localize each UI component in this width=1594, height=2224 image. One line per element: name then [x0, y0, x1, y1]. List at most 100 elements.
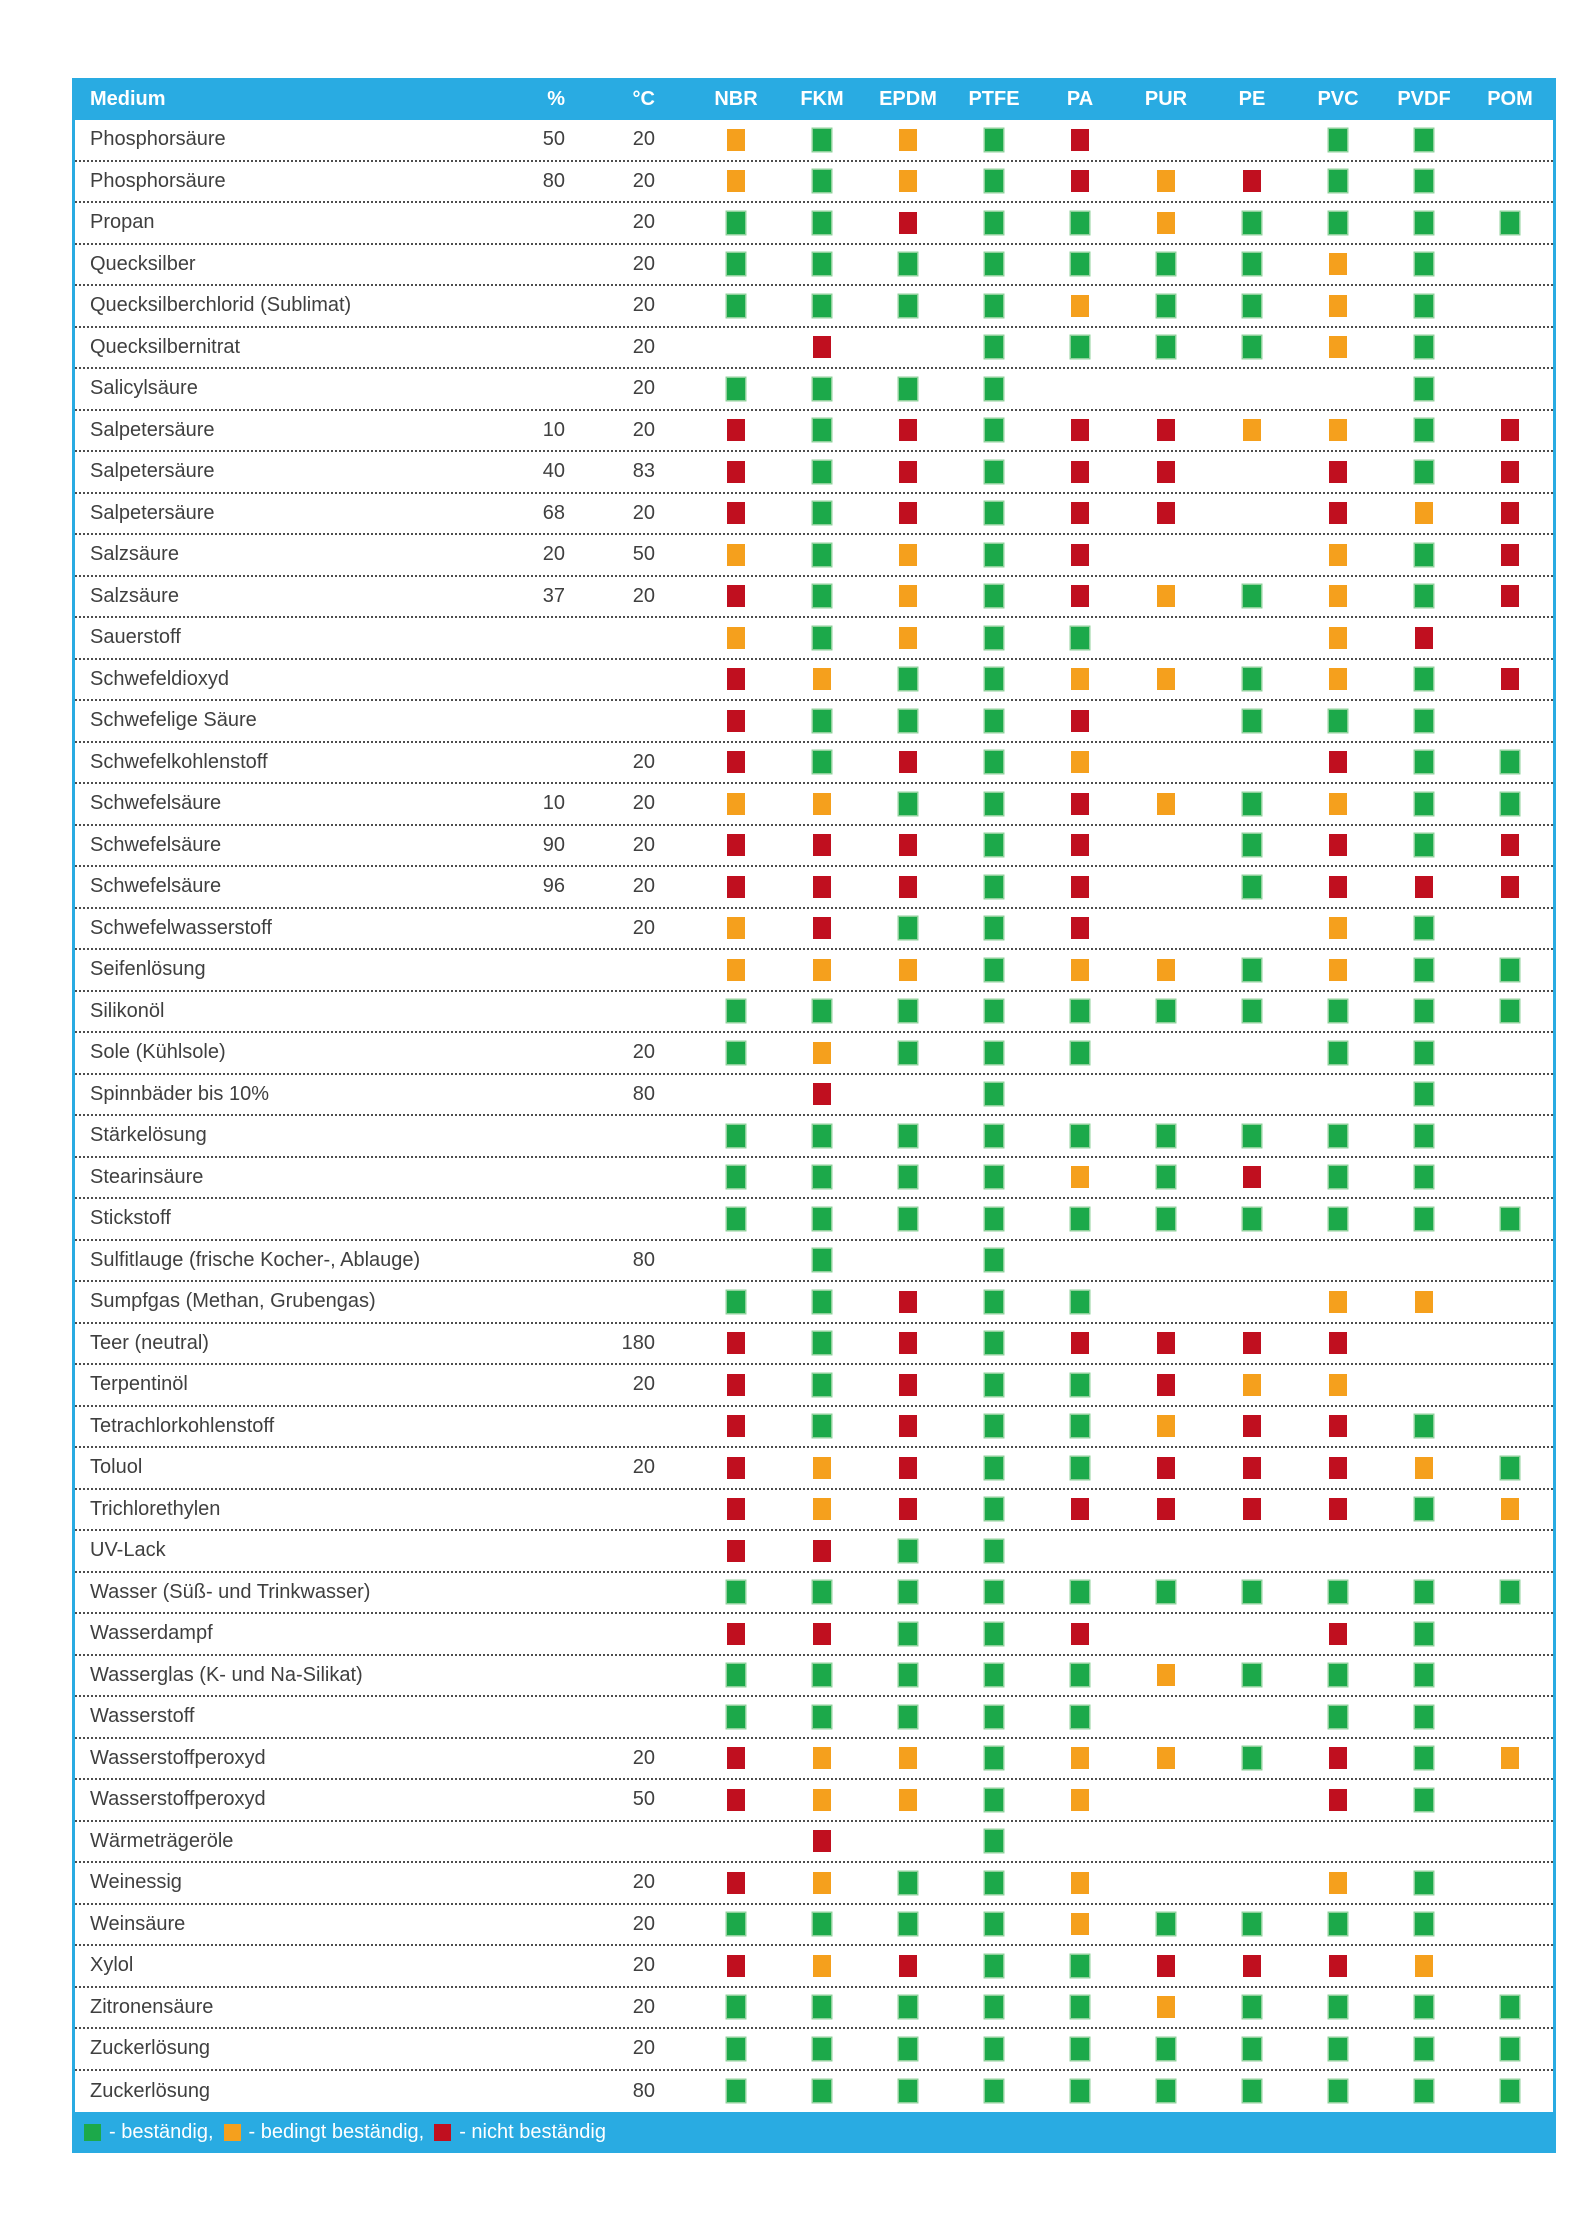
- status-square-orange-icon: [1071, 751, 1089, 774]
- material-cell: [951, 1373, 1037, 1396]
- medium-cell: Silikonöl: [90, 999, 165, 1022]
- material-cell: [779, 2080, 865, 2103]
- status-square-red-icon: [1243, 1954, 1261, 1977]
- table-row: Phosphorsäure 80 20: [75, 162, 1553, 203]
- table-row: Sauerstoff: [75, 618, 1553, 660]
- material-cell: [1381, 460, 1467, 483]
- material-cell: [1295, 1166, 1381, 1189]
- status-square-green-icon: [899, 1000, 917, 1023]
- status-square-green-icon: [1415, 1124, 1433, 1147]
- table-row: Wasserstoffperoxyd 20: [75, 1739, 1553, 1780]
- material-cell: [1381, 128, 1467, 151]
- medium-cell: Trichlorethylen: [90, 1497, 221, 1520]
- medium-cell: Salpetersäure: [90, 460, 215, 483]
- status-square-red-icon: [727, 1954, 745, 1977]
- status-square-green-icon: [1329, 170, 1347, 193]
- medium-cell: Sauerstoff: [90, 626, 181, 649]
- status-square-red-icon: [899, 1373, 917, 1396]
- status-square-red-icon: [1329, 1788, 1347, 1811]
- material-cell: [951, 1996, 1037, 2019]
- material-cell: [1295, 1000, 1381, 1023]
- material-cell: [1295, 1207, 1381, 1230]
- status-square-green-icon: [813, 1373, 831, 1396]
- material-cell: [865, 751, 951, 774]
- status-square-green-icon: [1243, 2080, 1261, 2103]
- material-cell: [951, 1290, 1037, 1313]
- temperature-cell: 20: [632, 584, 655, 607]
- status-square-orange-icon: [1071, 1871, 1089, 1894]
- material-cell: [693, 875, 779, 898]
- status-square-green-icon: [1501, 751, 1519, 774]
- medium-cell: Schwefelsäure: [90, 875, 222, 898]
- material-cell: [1037, 2037, 1123, 2060]
- status-square-green-icon: [985, 1705, 1003, 1728]
- status-square-green-icon: [985, 1954, 1003, 1977]
- material-cell: [1295, 668, 1381, 691]
- material-cell: [951, 170, 1037, 193]
- material-cell: [693, 1871, 779, 1894]
- material-cell: [951, 668, 1037, 691]
- material-cell: [1209, 1415, 1295, 1438]
- status-square-green-icon: [985, 543, 1003, 566]
- medium-cell: Weinsäure: [90, 1912, 186, 1935]
- status-square-orange-icon: [1415, 1954, 1433, 1977]
- material-cell: [951, 377, 1037, 400]
- material-cell: [1037, 253, 1123, 276]
- status-square-green-icon: [813, 751, 831, 774]
- material-cell: [693, 1373, 779, 1396]
- material-cell: [1037, 1000, 1123, 1023]
- material-cell: [951, 502, 1037, 525]
- status-square-green-icon: [899, 917, 917, 940]
- table-row: Stearinsäure: [75, 1158, 1553, 1199]
- material-cell: [779, 336, 865, 359]
- status-square-red-icon: [1157, 1456, 1175, 1479]
- status-square-orange-icon: [813, 1871, 831, 1894]
- material-cell: [951, 917, 1037, 940]
- material-cell: [1381, 1747, 1467, 1770]
- material-cell: [693, 1207, 779, 1230]
- table-row: Zuckerlösung 20: [75, 2029, 1553, 2071]
- status-square-red-icon: [899, 875, 917, 898]
- material-cell: [693, 1788, 779, 1811]
- material-cell: [1381, 917, 1467, 940]
- status-square-red-icon: [1071, 170, 1089, 193]
- material-cell: [1037, 1415, 1123, 1438]
- material-cell: [951, 1747, 1037, 1770]
- material-cell: [779, 1290, 865, 1313]
- status-square-orange-icon: [899, 1788, 917, 1811]
- status-square-green-icon: [1329, 1996, 1347, 2019]
- material-cell: [779, 502, 865, 525]
- table-row: Schwefelwasserstoff 20: [75, 909, 1553, 950]
- status-square-red-icon: [813, 1622, 831, 1645]
- status-square-green-icon: [1415, 419, 1433, 442]
- material-cell: [779, 1207, 865, 1230]
- material-cell: [693, 1622, 779, 1645]
- material-cell: [951, 1249, 1037, 1272]
- status-square-green-icon: [1071, 1581, 1089, 1604]
- table-row: Wasserstoff: [75, 1697, 1553, 1739]
- material-cell: [1381, 751, 1467, 774]
- status-square-green-icon: [1243, 1207, 1261, 1230]
- material-cell: [1467, 2080, 1553, 2103]
- material-cell: [1123, 1664, 1209, 1687]
- status-square-red-icon: [727, 1788, 745, 1811]
- material-cell: [1123, 419, 1209, 442]
- material-cell: [865, 1622, 951, 1645]
- status-square-green-icon: [899, 1207, 917, 1230]
- status-square-green-icon: [1415, 792, 1433, 815]
- status-square-orange-icon: [1157, 668, 1175, 691]
- material-cell: [1467, 1498, 1553, 1521]
- status-square-green-icon: [1329, 709, 1347, 732]
- material-cell: [1123, 1581, 1209, 1604]
- material-cell: [1037, 585, 1123, 608]
- status-square-green-icon: [985, 294, 1003, 317]
- material-cell: [1209, 1913, 1295, 1936]
- material-cell: [1467, 751, 1553, 774]
- status-square-red-icon: [1329, 1954, 1347, 1977]
- column-header-medium: Medium: [90, 87, 166, 110]
- status-square-green-icon: [1329, 211, 1347, 234]
- status-square-green-icon: [1329, 1664, 1347, 1687]
- material-cell: [1209, 875, 1295, 898]
- status-square-green-icon: [727, 1041, 745, 1064]
- status-square-green-icon: [1071, 336, 1089, 359]
